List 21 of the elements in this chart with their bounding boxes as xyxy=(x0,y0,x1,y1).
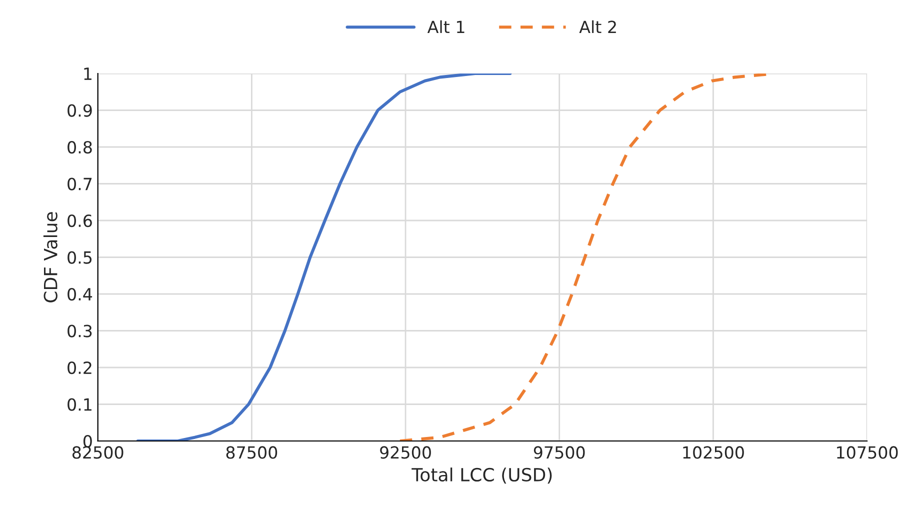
y-tick-label: 0.3 xyxy=(68,324,92,338)
y-tick-label: 0.8 xyxy=(68,140,92,154)
y-tick-label: 0.4 xyxy=(68,288,92,301)
legend-label: Alt 2 xyxy=(579,20,616,33)
y-axis-title: CDF Value xyxy=(43,212,58,302)
legend-label: Alt 1 xyxy=(427,20,464,33)
y-tick-label: 1 xyxy=(84,68,92,80)
x-tick-label: 107500 xyxy=(837,446,898,459)
y-tick-label: 0.5 xyxy=(68,251,92,264)
y-tick-label: 0.7 xyxy=(68,178,92,190)
x-axis-title: Total LCC (USD) xyxy=(412,468,552,484)
x-tick-label: 97500 xyxy=(534,446,585,459)
y-tick-label: 0.2 xyxy=(68,361,92,374)
x-tick-label: 82500 xyxy=(72,446,124,459)
y-tick-label: 0.1 xyxy=(68,398,92,411)
line-series xyxy=(136,74,512,441)
y-tick-label: 0.9 xyxy=(68,104,92,117)
x-tick-label: 92500 xyxy=(380,446,431,459)
x-tick-label: 102500 xyxy=(683,446,744,459)
y-tick-label: 0.6 xyxy=(68,214,92,228)
x-tick-label: 87500 xyxy=(226,446,278,459)
